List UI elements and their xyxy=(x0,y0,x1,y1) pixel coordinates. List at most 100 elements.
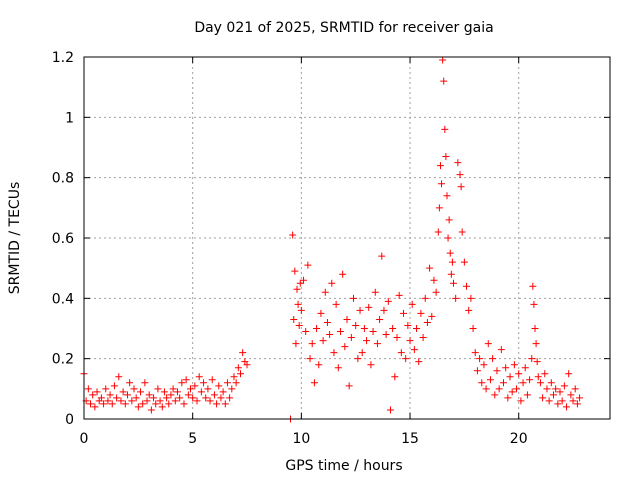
data-point xyxy=(334,364,342,372)
data-point xyxy=(549,391,557,399)
data-point xyxy=(176,394,184,402)
data-point xyxy=(493,367,501,375)
data-point xyxy=(452,294,460,302)
data-point xyxy=(93,388,101,396)
data-point xyxy=(400,309,408,317)
data-point xyxy=(415,358,423,366)
data-point xyxy=(473,367,481,375)
data-point xyxy=(563,403,571,411)
data-point xyxy=(354,355,362,363)
data-point xyxy=(499,379,507,387)
data-point xyxy=(539,394,547,402)
data-point xyxy=(489,355,497,363)
data-point xyxy=(448,258,456,266)
data-point xyxy=(304,261,312,269)
data-point xyxy=(356,306,364,314)
data-point xyxy=(404,321,412,329)
data-point xyxy=(100,400,108,408)
data-point xyxy=(106,391,114,399)
data-point xyxy=(119,388,127,396)
data-point xyxy=(143,397,151,405)
data-point xyxy=(158,403,166,411)
data-point xyxy=(91,403,99,411)
x-tick-label: 15 xyxy=(401,431,419,447)
data-point xyxy=(532,340,540,348)
data-point xyxy=(573,400,581,408)
data-point xyxy=(552,385,560,393)
data-point xyxy=(432,288,440,296)
data-point xyxy=(371,288,379,296)
data-point xyxy=(435,204,443,212)
chart-title: Day 021 of 2025, SRMTID for receiver gai… xyxy=(194,20,493,36)
data-point xyxy=(328,279,336,287)
data-point xyxy=(189,394,197,402)
data-point xyxy=(130,385,138,393)
data-point xyxy=(543,385,551,393)
data-point xyxy=(442,153,450,161)
data-point xyxy=(438,180,446,188)
data-point xyxy=(413,325,421,332)
data-point xyxy=(530,300,538,308)
data-point xyxy=(223,379,231,387)
data-point xyxy=(217,394,225,402)
data-point xyxy=(295,321,303,329)
data-point xyxy=(104,397,112,405)
data-point xyxy=(339,270,347,278)
data-point xyxy=(510,361,518,369)
data-point xyxy=(460,258,468,266)
data-point xyxy=(439,56,447,64)
data-point xyxy=(410,346,418,354)
data-point xyxy=(378,252,386,260)
data-point xyxy=(397,349,405,357)
data-point xyxy=(369,328,377,336)
data-point xyxy=(213,400,221,408)
data-point xyxy=(84,385,92,393)
data-point xyxy=(347,334,355,342)
data-point xyxy=(243,361,251,369)
data-point xyxy=(121,400,129,408)
data-point xyxy=(154,385,162,393)
data-point xyxy=(513,385,521,393)
data-point xyxy=(469,325,477,332)
data-point xyxy=(134,403,142,411)
data-point xyxy=(443,192,451,200)
data-point xyxy=(221,400,229,408)
data-point xyxy=(345,382,353,390)
data-point xyxy=(458,228,466,236)
data-point xyxy=(110,382,118,390)
data-point xyxy=(302,328,310,336)
data-point xyxy=(463,282,471,290)
data-point xyxy=(531,325,539,332)
data-point xyxy=(454,159,462,167)
data-point xyxy=(389,325,397,332)
data-point xyxy=(373,340,381,348)
data-point xyxy=(291,267,299,275)
data-point xyxy=(137,388,145,396)
y-tick-label: 0.2 xyxy=(52,352,74,368)
data-point xyxy=(204,385,212,393)
data-point xyxy=(533,358,541,366)
data-point xyxy=(521,364,529,372)
data-point xyxy=(219,388,227,396)
data-point xyxy=(444,234,452,242)
data-point xyxy=(323,318,331,326)
data-point xyxy=(182,376,190,384)
data-point xyxy=(226,394,234,402)
data-point xyxy=(408,300,416,308)
data-point xyxy=(515,370,523,378)
data-point xyxy=(576,394,584,402)
data-point xyxy=(560,382,568,390)
y-axis-label: SRMTID / TECUs xyxy=(7,182,23,295)
data-point xyxy=(456,171,464,179)
data-point xyxy=(402,355,410,363)
data-point xyxy=(108,400,116,408)
data-point xyxy=(297,306,305,314)
data-point xyxy=(332,300,340,308)
data-point xyxy=(336,328,344,336)
data-point xyxy=(358,349,366,357)
x-axis-label: GPS time / hours xyxy=(285,458,402,474)
data-point xyxy=(545,397,553,405)
data-point xyxy=(519,379,527,387)
data-point xyxy=(326,331,334,339)
x-tick-label: 5 xyxy=(188,431,197,447)
